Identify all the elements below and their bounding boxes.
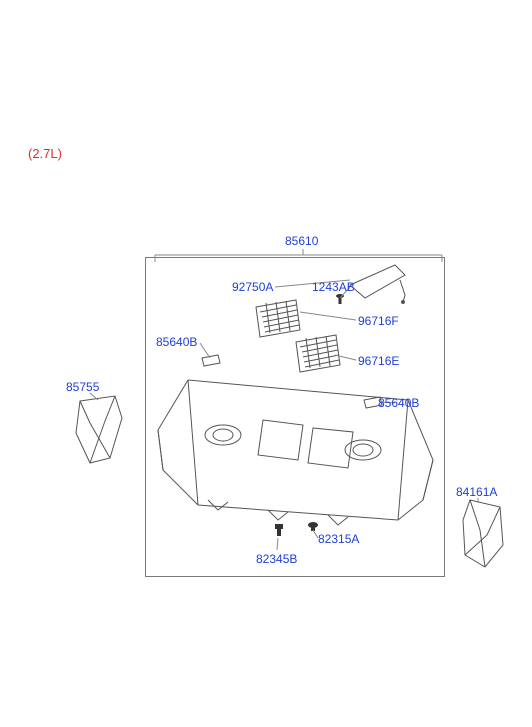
- label-main-assembly: 85610: [285, 234, 318, 248]
- label-stop-lamp: 92750A: [232, 280, 273, 294]
- label-screw: 1243AB: [312, 280, 355, 294]
- label-clip: 82345B: [256, 552, 297, 566]
- label-cover-left: 85640B: [156, 335, 197, 349]
- label-cover-right: 85640B: [378, 396, 419, 410]
- label-grille-left: 96716E: [358, 354, 399, 368]
- label-grille-right: 96716F: [358, 314, 399, 328]
- label-fastener: 82315A: [318, 532, 359, 546]
- label-side-trim-right: 84161A: [456, 485, 497, 499]
- label-side-trim-left: 85755: [66, 380, 99, 394]
- leader-lines: [0, 0, 532, 727]
